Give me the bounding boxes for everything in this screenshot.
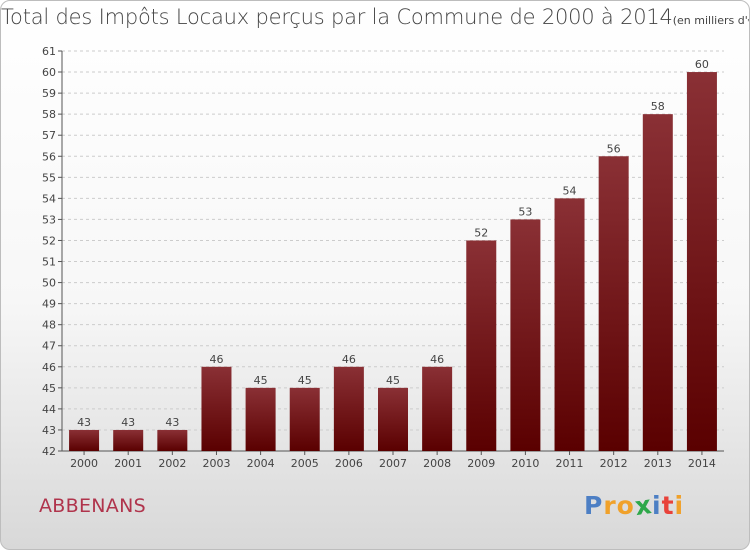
y-tick-label: 53 bbox=[42, 213, 56, 226]
x-tick-label: 2014 bbox=[688, 457, 716, 470]
bar-value-label: 58 bbox=[651, 100, 665, 113]
bar-layer bbox=[69, 72, 717, 451]
bar-2001 bbox=[113, 429, 144, 451]
logo-letter: i bbox=[652, 491, 662, 520]
chart-title: Total des Impôts Locaux perçus par la Co… bbox=[1, 5, 673, 29]
bar-value-label: 54 bbox=[563, 184, 577, 197]
bar-2002 bbox=[157, 429, 188, 451]
bar-value-label: 56 bbox=[607, 142, 621, 155]
label-layer: 43 43 43 46 45 45 46 45 46 52 53 54 56 58 60 bbox=[77, 58, 709, 429]
y-tick-label: 43 bbox=[42, 424, 56, 437]
y-tick-label: 58 bbox=[42, 108, 56, 121]
logo-letter: r bbox=[603, 491, 617, 520]
bar-2004 bbox=[245, 387, 276, 451]
bar-2003 bbox=[201, 366, 232, 451]
y-tick-label: 56 bbox=[42, 150, 56, 163]
y-tick-label: 51 bbox=[42, 256, 56, 269]
y-tick-label: 44 bbox=[42, 403, 56, 416]
y-tick-label: 49 bbox=[42, 298, 56, 311]
x-tick-label: 2010 bbox=[511, 457, 539, 470]
logo-letter: x bbox=[632, 489, 654, 522]
x-tick-label: 2003 bbox=[202, 457, 230, 470]
y-tick-label: 57 bbox=[42, 129, 56, 142]
proxiti-logo[interactable]: Proxiti bbox=[584, 489, 685, 522]
x-tick-label: 2011 bbox=[556, 457, 584, 470]
bar-value-label: 53 bbox=[518, 205, 532, 218]
bar-value-label: 43 bbox=[165, 416, 179, 429]
bar-2013 bbox=[642, 114, 673, 451]
y-tick-label: 46 bbox=[42, 361, 56, 374]
bar-2014 bbox=[686, 72, 717, 451]
y-tick-label: 55 bbox=[42, 171, 56, 184]
y-tick-label: 50 bbox=[42, 277, 56, 290]
logo-letter: t bbox=[661, 491, 675, 520]
title-row: Total des Impôts Locaux perçus par la Co… bbox=[1, 5, 749, 29]
y-tick-label: 52 bbox=[42, 234, 56, 247]
bar-value-label: 45 bbox=[386, 374, 400, 387]
x-tick-label: 2009 bbox=[467, 457, 495, 470]
bar-2005 bbox=[289, 387, 320, 451]
bar-2010 bbox=[510, 219, 541, 451]
logo-letter: P bbox=[584, 491, 604, 520]
x-tick-label: 2000 bbox=[70, 457, 98, 470]
bar-2009 bbox=[466, 240, 497, 451]
bar-value-label: 43 bbox=[121, 416, 135, 429]
logo-letter: o bbox=[616, 491, 635, 520]
y-tick-label: 42 bbox=[42, 445, 56, 458]
x-tick-label: 2007 bbox=[379, 457, 407, 470]
y-tick-label: 54 bbox=[42, 192, 56, 205]
x-tick-label: 2001 bbox=[114, 457, 142, 470]
bar-value-label: 60 bbox=[695, 58, 709, 71]
y-tick-label: 61 bbox=[42, 45, 56, 58]
bar-value-label: 52 bbox=[474, 226, 488, 239]
bar-value-label: 46 bbox=[209, 353, 223, 366]
bar-value-label: 45 bbox=[298, 374, 312, 387]
y-tick-label: 45 bbox=[42, 382, 56, 395]
bar-value-label: 45 bbox=[254, 374, 268, 387]
x-tick-label: 2013 bbox=[644, 457, 672, 470]
x-tick-label: 2006 bbox=[335, 457, 363, 470]
units-label: (en milliers d'€) bbox=[672, 14, 749, 27]
x-tick-label: 2008 bbox=[423, 457, 451, 470]
y-tick-label: 60 bbox=[42, 66, 56, 79]
bar-value-label: 46 bbox=[342, 353, 356, 366]
logo-letter: i bbox=[674, 491, 685, 520]
x-tick-label: 2004 bbox=[247, 457, 275, 470]
bar-2007 bbox=[378, 387, 408, 451]
bar-2012 bbox=[598, 156, 629, 451]
bar-2008 bbox=[422, 366, 453, 451]
y-tick-label: 59 bbox=[42, 87, 56, 100]
bar-value-label: 43 bbox=[77, 416, 91, 429]
bar-2006 bbox=[333, 366, 364, 451]
bar-2011 bbox=[554, 198, 585, 451]
commune-name: ABBENANS bbox=[39, 495, 146, 517]
bar-2000 bbox=[69, 429, 100, 451]
y-tick-label: 48 bbox=[42, 319, 56, 332]
x-tick-label: 2012 bbox=[600, 457, 628, 470]
bar-value-label: 46 bbox=[430, 353, 444, 366]
x-tick-label: 2002 bbox=[158, 457, 186, 470]
y-tick-label: 47 bbox=[42, 340, 56, 353]
x-tick-label: 2005 bbox=[291, 457, 319, 470]
